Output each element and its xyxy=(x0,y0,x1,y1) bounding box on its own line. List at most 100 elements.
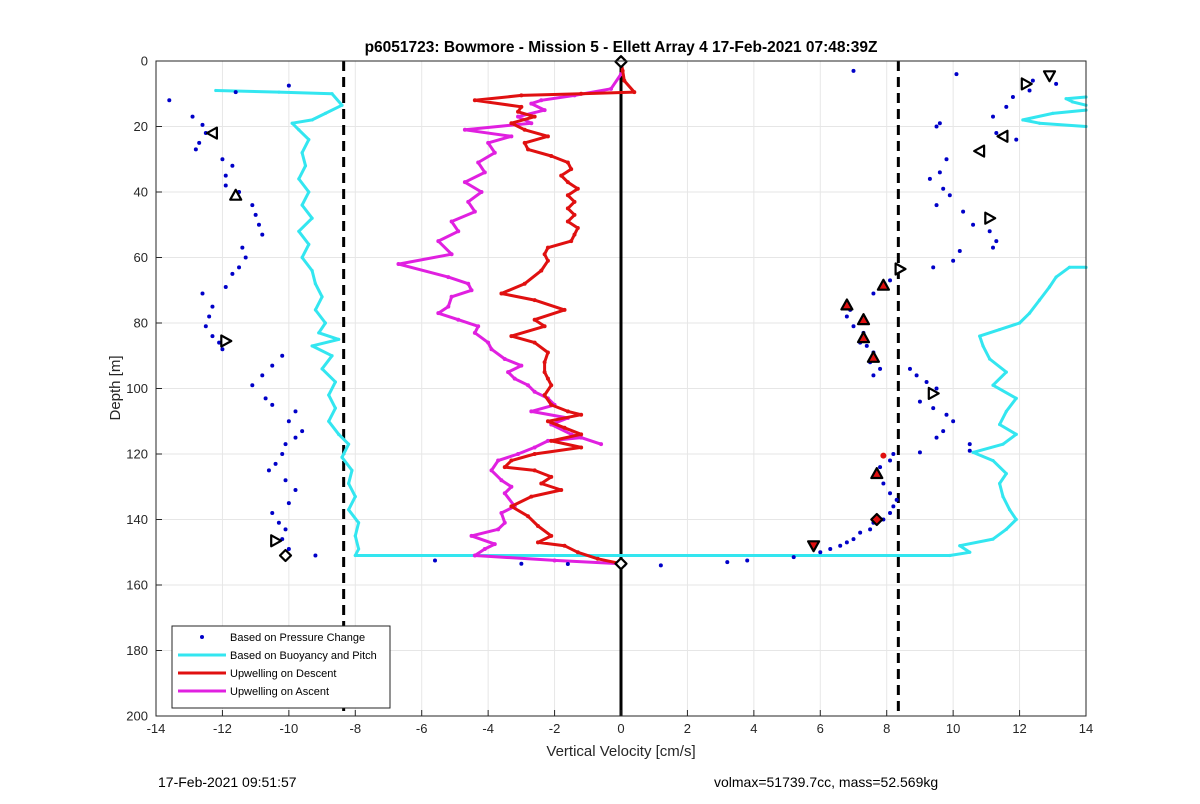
plot-series xyxy=(167,55,1088,716)
descent-point xyxy=(622,78,627,83)
pressure-point xyxy=(283,478,288,483)
pressure-point xyxy=(286,83,291,88)
footer-mass-info: volmax=51739.7cc, mass=52.569kg xyxy=(714,774,939,790)
buoyancy-point xyxy=(1004,370,1008,374)
x-tick-label: -4 xyxy=(482,721,494,736)
buoyancy-point xyxy=(353,494,357,499)
ascent-point xyxy=(469,288,474,293)
diamond-marker xyxy=(614,557,628,571)
buoyancy-point xyxy=(978,334,982,338)
pressure-point xyxy=(951,419,956,424)
buoyancy-point xyxy=(1014,432,1018,436)
pressure-point xyxy=(283,527,288,532)
pressure-point xyxy=(1010,95,1015,100)
descent-point xyxy=(542,370,547,375)
ascent-point xyxy=(502,491,507,496)
pressure-point xyxy=(190,114,195,119)
pressure-point xyxy=(293,488,298,493)
ascent-point xyxy=(499,478,504,483)
buoyancy-point xyxy=(300,203,304,207)
descent-point xyxy=(565,160,570,165)
buoyancy-point xyxy=(998,327,1002,332)
triangle-marker xyxy=(1020,77,1033,91)
pressure-point xyxy=(937,170,942,175)
descent-point xyxy=(559,173,564,178)
pressure-point xyxy=(888,458,893,463)
buoyancy-point xyxy=(333,380,337,384)
pressure-point xyxy=(193,147,198,152)
pressure-point xyxy=(658,563,663,568)
descent-point xyxy=(565,180,570,185)
buoyancy-point xyxy=(313,282,318,286)
ascent-point xyxy=(492,150,497,155)
triangle-marker xyxy=(996,129,1009,143)
ascent-point xyxy=(486,340,491,345)
descent-point xyxy=(880,452,887,459)
ascent-point xyxy=(466,281,471,286)
pressure-point xyxy=(200,122,205,127)
pressure-point xyxy=(223,183,228,188)
buoyancy-point xyxy=(1001,494,1005,499)
pressure-point xyxy=(888,278,893,283)
ascent-point xyxy=(512,376,517,381)
pressure-point xyxy=(210,304,215,309)
triangle-marker xyxy=(270,534,283,548)
pressure-point xyxy=(203,324,208,329)
ascent-point xyxy=(449,252,454,257)
buoyancy-point xyxy=(1001,442,1005,446)
buoyancy-point xyxy=(353,534,357,538)
buoyancy-point xyxy=(1037,298,1042,302)
pressure-point xyxy=(223,173,228,178)
buoyancy-point xyxy=(307,242,311,246)
pressure-point xyxy=(1054,81,1059,86)
buoyancy-point xyxy=(310,269,314,273)
buoyancy-point xyxy=(357,547,361,551)
legend-swatch xyxy=(200,635,204,639)
triangle-marker xyxy=(856,331,871,344)
descent-point xyxy=(532,114,537,119)
descent-point xyxy=(532,340,537,345)
pressure-point xyxy=(878,366,883,371)
pressure-point xyxy=(286,419,291,424)
buoyancy-point xyxy=(971,450,975,454)
y-tick-label: 80 xyxy=(134,316,148,331)
buoyancy-point xyxy=(991,537,995,541)
x-tick-label: -14 xyxy=(147,721,166,736)
buoyancy-point xyxy=(968,550,972,554)
pressure-point xyxy=(250,203,255,208)
x-tick-label: 4 xyxy=(750,721,757,736)
descent-point xyxy=(542,393,547,398)
descent-point xyxy=(632,90,637,95)
pressure-point xyxy=(210,334,215,339)
ascent-point xyxy=(599,442,604,447)
pressure-point xyxy=(250,383,255,388)
legend-label: Upwelling on Descent xyxy=(230,668,336,680)
pressure-point xyxy=(725,560,730,565)
x-tick-label: 8 xyxy=(883,721,890,736)
pressure-point xyxy=(818,550,823,555)
descent-point xyxy=(579,412,584,417)
descent-point xyxy=(545,258,550,263)
descent-point xyxy=(519,93,524,98)
buoyancy-point xyxy=(1004,472,1008,476)
pressure-point xyxy=(280,452,285,456)
ascent-point xyxy=(462,127,467,132)
pressure-point xyxy=(263,396,268,401)
pressure-point xyxy=(864,343,869,348)
pressure-point xyxy=(937,121,942,126)
buoyancy-point xyxy=(333,406,337,410)
pressure-point xyxy=(871,291,876,296)
pressure-point xyxy=(954,72,959,77)
descent-point xyxy=(539,268,544,273)
pressure-point xyxy=(270,510,275,515)
pressure-point xyxy=(217,340,222,345)
descent-point xyxy=(565,219,570,224)
triangle-marker xyxy=(229,188,243,201)
x-axis-label: Vertical Velocity [cm/s] xyxy=(546,743,695,760)
descent-point xyxy=(529,494,534,499)
pressure-point xyxy=(851,324,856,329)
footer-timestamp: 17-Feb-2021 09:51:57 xyxy=(158,774,297,790)
ascent-point xyxy=(466,199,471,204)
descent-point xyxy=(620,68,625,73)
ascent-point xyxy=(436,239,441,244)
